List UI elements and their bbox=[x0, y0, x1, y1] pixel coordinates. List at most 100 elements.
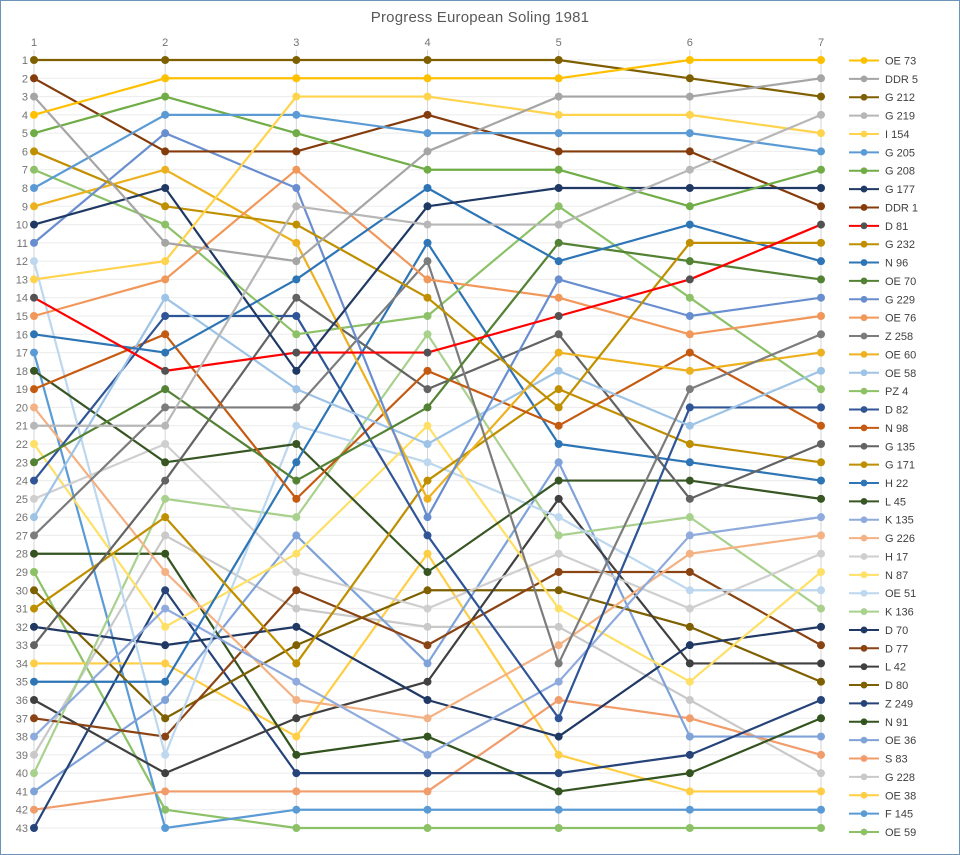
data-point[interactable] bbox=[554, 312, 563, 320]
data-point[interactable] bbox=[161, 787, 170, 796]
series-oe-36[interactable] bbox=[30, 458, 825, 796]
data-point[interactable] bbox=[423, 750, 432, 759]
data-point[interactable] bbox=[554, 641, 563, 650]
data-point[interactable] bbox=[30, 56, 38, 64]
data-point[interactable] bbox=[554, 568, 563, 576]
data-point[interactable] bbox=[554, 147, 563, 156]
data-point[interactable] bbox=[685, 110, 694, 119]
data-point[interactable] bbox=[292, 677, 301, 686]
data-point[interactable] bbox=[685, 714, 694, 723]
data-point[interactable] bbox=[817, 165, 825, 174]
data-point[interactable] bbox=[292, 92, 301, 101]
data-point[interactable] bbox=[423, 696, 432, 704]
data-point[interactable] bbox=[817, 110, 825, 119]
data-point[interactable] bbox=[161, 330, 170, 339]
data-point[interactable] bbox=[30, 458, 38, 467]
data-point[interactable] bbox=[817, 824, 825, 832]
data-point[interactable] bbox=[554, 238, 563, 247]
data-point[interactable] bbox=[817, 56, 825, 64]
data-point[interactable] bbox=[161, 531, 170, 540]
data-point[interactable] bbox=[292, 275, 301, 284]
data-point[interactable] bbox=[30, 92, 38, 101]
data-point[interactable] bbox=[292, 531, 301, 540]
data-point[interactable] bbox=[554, 220, 563, 229]
series-ddr-5[interactable] bbox=[30, 74, 825, 266]
legend-item-n-98[interactable]: N 98 bbox=[849, 423, 908, 435]
legend-item-k-135[interactable]: K 135 bbox=[849, 515, 914, 527]
data-point[interactable] bbox=[292, 184, 301, 192]
data-point[interactable] bbox=[30, 622, 38, 631]
data-point[interactable] bbox=[423, 348, 432, 357]
data-point[interactable] bbox=[423, 202, 432, 211]
data-point[interactable] bbox=[292, 147, 301, 156]
data-point[interactable] bbox=[817, 403, 825, 412]
series-d-82[interactable] bbox=[30, 312, 825, 723]
data-point[interactable] bbox=[292, 421, 301, 430]
data-point[interactable] bbox=[423, 92, 432, 101]
data-point[interactable] bbox=[685, 129, 694, 138]
series-d-77[interactable] bbox=[30, 568, 825, 741]
data-point[interactable] bbox=[685, 238, 694, 247]
data-point[interactable] bbox=[423, 769, 432, 778]
series-d-80[interactable] bbox=[30, 586, 825, 723]
data-point[interactable] bbox=[30, 440, 38, 448]
data-point[interactable] bbox=[554, 458, 563, 467]
data-point[interactable] bbox=[554, 440, 563, 448]
data-point[interactable] bbox=[817, 293, 825, 302]
data-point[interactable] bbox=[292, 732, 301, 741]
data-point[interactable] bbox=[292, 549, 301, 558]
data-point[interactable] bbox=[817, 129, 825, 138]
data-point[interactable] bbox=[292, 641, 301, 650]
legend-item-g-229[interactable]: G 229 bbox=[849, 294, 915, 306]
data-point[interactable] bbox=[554, 366, 563, 375]
legend-item-n-96[interactable]: N 96 bbox=[849, 258, 908, 270]
data-point[interactable] bbox=[685, 74, 694, 83]
data-point[interactable] bbox=[161, 476, 170, 485]
data-point[interactable] bbox=[685, 824, 694, 832]
data-point[interactable] bbox=[30, 659, 38, 668]
data-point[interactable] bbox=[161, 604, 170, 613]
data-point[interactable] bbox=[161, 622, 170, 631]
data-point[interactable] bbox=[161, 494, 170, 503]
legend-item-g-135[interactable]: G 135 bbox=[849, 441, 915, 453]
data-point[interactable] bbox=[292, 257, 301, 266]
series-l-45[interactable] bbox=[30, 366, 825, 576]
data-point[interactable] bbox=[423, 659, 432, 668]
data-point[interactable] bbox=[30, 293, 38, 302]
data-point[interactable] bbox=[423, 824, 432, 832]
data-point[interactable] bbox=[161, 403, 170, 412]
data-point[interactable] bbox=[817, 74, 825, 83]
legend-item-f-145[interactable]: F 145 bbox=[849, 809, 913, 821]
data-point[interactable] bbox=[161, 513, 170, 522]
legend-item-g-219[interactable]: G 219 bbox=[849, 111, 915, 123]
data-point[interactable] bbox=[423, 732, 432, 741]
data-point[interactable] bbox=[817, 92, 825, 101]
data-point[interactable] bbox=[685, 696, 694, 704]
data-point[interactable] bbox=[685, 366, 694, 375]
data-point[interactable] bbox=[292, 494, 301, 503]
data-point[interactable] bbox=[161, 696, 170, 704]
data-point[interactable] bbox=[292, 110, 301, 119]
legend-item-z-258[interactable]: Z 258 bbox=[849, 331, 913, 343]
data-point[interactable] bbox=[423, 494, 432, 503]
series-oe-70[interactable] bbox=[30, 238, 825, 485]
data-point[interactable] bbox=[554, 750, 563, 759]
data-point[interactable] bbox=[30, 787, 38, 796]
data-point[interactable] bbox=[423, 677, 432, 686]
data-point[interactable] bbox=[30, 805, 38, 814]
data-point[interactable] bbox=[817, 714, 825, 723]
data-point[interactable] bbox=[161, 257, 170, 266]
data-point[interactable] bbox=[161, 769, 170, 778]
series-n-98[interactable] bbox=[30, 330, 825, 503]
data-point[interactable] bbox=[30, 330, 38, 339]
data-point[interactable] bbox=[161, 732, 170, 741]
series-z-258[interactable] bbox=[30, 257, 825, 668]
legend-item-ddr-5[interactable]: DDR 5 bbox=[849, 74, 918, 86]
data-point[interactable] bbox=[817, 549, 825, 558]
series-oe-76[interactable] bbox=[30, 165, 825, 339]
legend-item-i-154[interactable]: I 154 bbox=[849, 129, 909, 141]
data-point[interactable] bbox=[685, 805, 694, 814]
legend-item-n-87[interactable]: N 87 bbox=[849, 570, 908, 582]
data-point[interactable] bbox=[161, 129, 170, 138]
data-point[interactable] bbox=[423, 275, 432, 284]
